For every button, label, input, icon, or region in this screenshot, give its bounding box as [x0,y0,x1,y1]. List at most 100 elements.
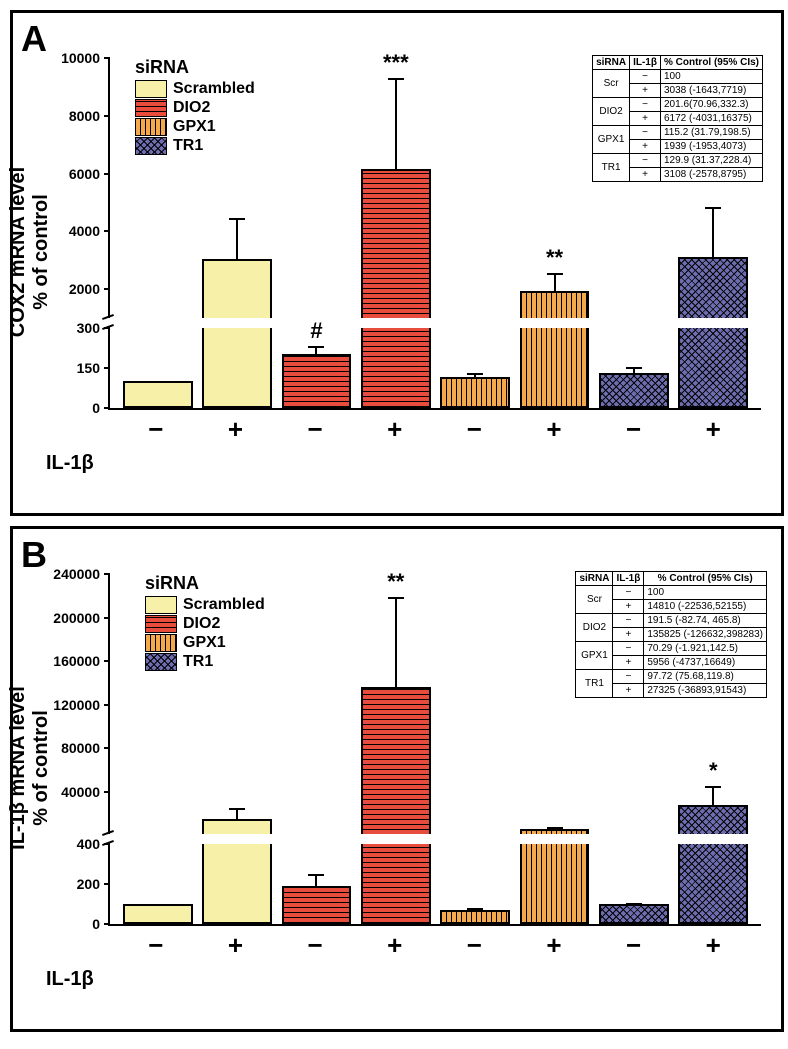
bar: * [678,805,748,834]
bar [599,904,669,924]
legend-item: TR1 [145,653,265,671]
x-axis-title: IL-1β [46,452,94,475]
y-tick-label: 6000 [69,166,100,182]
y-tick-label: 4000 [69,223,100,239]
error-bar [474,908,476,912]
bar: # [282,354,352,408]
legend-item: GPX1 [145,634,265,652]
bar [202,819,272,834]
y-tick: 160000 [53,653,110,669]
legend-item: DIO2 [135,99,255,117]
inset-table: siRNAIL-1β% Control (95% CIs)Scr−100+303… [592,55,763,182]
y-tick: 200000 [53,610,110,626]
bar [202,844,272,924]
legend-item: GPX1 [135,118,255,136]
y-axis-label: IL-1β mRNA level% of control [7,686,53,850]
legend-swatch [145,596,177,614]
y-tick-label: 0 [92,400,100,416]
error-bar [395,597,397,689]
table-cell: − [613,642,644,656]
legend-swatch [145,634,177,652]
table-header: siRNA [576,572,613,586]
table-cell: 97.72 (75.68,119.8) [644,670,767,684]
y-tick-label: 10000 [61,50,100,66]
bar-group [440,328,510,408]
bar [282,886,352,924]
significance-mark: * [709,758,718,784]
bar-group: # [282,328,352,408]
table-cell: DIO2 [593,98,630,126]
x-labels: −+−+−+−+ [108,926,761,961]
x-tick-label: + [200,414,270,445]
x-tick-label: − [599,930,669,961]
table-cell: + [630,84,661,98]
y-tick-label: 40000 [61,784,100,800]
y-tick: 200 [77,876,110,892]
y-tick-label: 120000 [53,697,100,713]
legend-label: GPX1 [183,634,226,652]
legend-item: TR1 [135,137,255,155]
y-tick: 2000 [69,281,110,297]
y-tick: 6000 [69,166,110,182]
table-header: IL-1β [630,56,661,70]
significance-mark: # [310,318,322,344]
x-tick-label: − [280,414,350,445]
error-bar [712,786,714,808]
legend-label: DIO2 [173,99,210,117]
legend-label: GPX1 [173,118,216,136]
table-cell: 100 [660,70,762,84]
table-cell: − [630,70,661,84]
panel-label: A [21,18,47,60]
table-cell: 129.9 (31.37,228.4) [660,154,762,168]
table-row: TR1−97.72 (75.68,119.8) [576,670,767,684]
table-row: Scr−100 [593,70,763,84]
bar-group [123,328,193,408]
table-row: GPX1−70.29 (-1.921,142.5) [576,642,767,656]
table-cell: Scr [593,70,630,98]
y-tick: 400 [77,836,110,852]
table-header: IL-1β [613,572,644,586]
x-axis-title: IL-1β [46,968,94,991]
figure-root: ACOX2 mRNA level% of control200040006000… [10,10,778,1032]
table-row: DIO2−201.6(70.96,332.3) [593,98,763,112]
table-cell: 100 [644,586,767,600]
table-header: siRNA [593,56,630,70]
axis-break [108,318,761,328]
y-tick-label: 400 [77,836,100,852]
table-cell: − [613,586,644,600]
legend-label: Scrambled [183,596,265,614]
y-tick: 120000 [53,697,110,713]
table-cell: 201.6(70.96,332.3) [660,98,762,112]
panel-label: B [21,534,47,576]
table-cell: + [613,600,644,614]
legend: siRNAScrambledDIO2GPX1TR1 [133,55,257,158]
legend-swatch [135,80,167,98]
legend-swatch [145,653,177,671]
legend-item: Scrambled [145,596,265,614]
bar-group [678,328,748,408]
table-cell: 115.2 (31.79,198.5) [660,126,762,140]
table-cell: 3038 (-1643,7719) [660,84,762,98]
bar-group [361,328,431,408]
bar-group [520,328,590,408]
y-tick: 240000 [53,566,110,582]
table-cell: + [613,656,644,670]
bar [361,328,431,408]
bar-group [282,844,352,924]
table-cell: 27325 (-36893,91543) [644,684,767,698]
panel-B: BIL-1β mRNA level% of control40000800001… [10,526,784,1032]
bar [678,844,748,924]
table-cell: − [613,614,644,628]
bar-group [678,844,748,924]
x-tick-label: − [439,414,509,445]
y-tick-label: 200000 [53,610,100,626]
bar: ** [361,687,431,834]
table-row: Scr−100 [576,586,767,600]
legend: siRNAScrambledDIO2GPX1TR1 [143,571,267,674]
y-tick: 40000 [61,784,110,800]
legend-item: Scrambled [135,80,255,98]
x-tick-label: + [360,930,430,961]
y-tick: 10000 [61,50,110,66]
legend-title: siRNA [145,573,265,594]
bars-lower: # [110,328,761,408]
